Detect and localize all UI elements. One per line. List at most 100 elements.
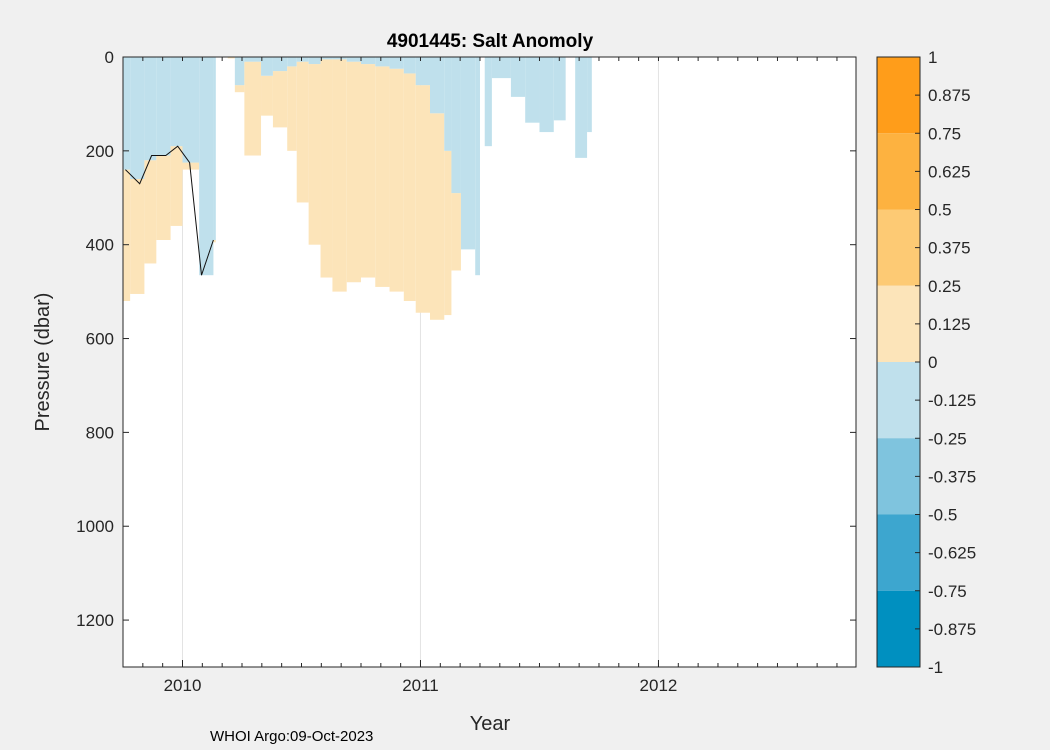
plot-area: 0 200 400 600 800 1000 1200 2010 2011 2012 bbox=[76, 48, 857, 695]
positive-anomaly-column bbox=[130, 179, 145, 294]
negative-anomaly-column bbox=[525, 57, 540, 123]
negative-anomaly-column bbox=[491, 57, 511, 79]
positive-anomaly-column bbox=[346, 61, 361, 283]
colorbar-tick-label: 0.625 bbox=[928, 162, 971, 181]
colorbar-tick-label: -0.75 bbox=[928, 582, 967, 601]
colorbar-band bbox=[877, 133, 920, 210]
negative-anomaly-column bbox=[123, 57, 131, 170]
zero-contour bbox=[125, 145, 214, 276]
negative-anomaly-column bbox=[451, 57, 461, 194]
negative-anomaly-column bbox=[156, 57, 171, 156]
y-tick-label: 1200 bbox=[76, 611, 114, 630]
negative-anomaly-column bbox=[444, 57, 452, 151]
colorbar-band bbox=[877, 438, 920, 515]
negative-anomaly-column bbox=[430, 57, 445, 114]
y-tick-label: 1000 bbox=[76, 517, 114, 536]
colorbar-band bbox=[877, 57, 920, 134]
negative-anomaly-column bbox=[244, 57, 262, 62]
colorbar-tick-label: 0.125 bbox=[928, 315, 971, 334]
negative-anomaly-column bbox=[182, 57, 200, 163]
colorbar-band bbox=[877, 362, 920, 439]
colorbar-tick-label: -0.25 bbox=[928, 429, 967, 448]
positive-anomaly-column bbox=[444, 150, 452, 316]
negative-anomaly-column bbox=[272, 57, 288, 72]
positive-anomaly-column bbox=[227, 57, 235, 59]
negative-anomaly-column bbox=[484, 57, 492, 147]
plot-background bbox=[123, 57, 856, 667]
positive-anomaly-column bbox=[182, 162, 200, 170]
colorbar-band bbox=[877, 209, 920, 286]
colorbar-tick-label: -0.125 bbox=[928, 391, 976, 410]
positive-anomaly-column bbox=[375, 66, 390, 287]
colorbar-tick-label: -0.875 bbox=[928, 620, 976, 639]
negative-anomaly-column bbox=[587, 57, 592, 133]
positive-anomaly-column bbox=[308, 64, 321, 245]
negative-anomaly-column bbox=[287, 57, 297, 67]
negative-anomaly-column bbox=[130, 57, 145, 179]
positive-anomaly-column bbox=[415, 85, 431, 313]
negative-anomaly-column bbox=[510, 57, 526, 97]
y-tick-label: 200 bbox=[86, 142, 114, 161]
positive-anomaly-column bbox=[403, 73, 416, 301]
y-tick-label: 600 bbox=[86, 330, 114, 349]
negative-anomaly-column bbox=[346, 57, 361, 62]
negative-anomaly-column bbox=[261, 57, 273, 76]
x-axis-label: Year bbox=[470, 713, 511, 735]
positive-anomaly-column bbox=[123, 169, 131, 301]
positive-anomaly-column bbox=[234, 85, 245, 93]
positive-anomaly-column bbox=[320, 59, 333, 278]
negative-anomaly-column bbox=[332, 57, 347, 60]
negative-anomaly-column bbox=[213, 57, 216, 240]
negative-anomaly-column bbox=[389, 57, 404, 69]
y-tick-label: 800 bbox=[86, 423, 114, 442]
negative-anomaly-column bbox=[460, 57, 476, 250]
negative-anomaly-column bbox=[360, 57, 376, 65]
colorbar-bands bbox=[877, 57, 920, 667]
x-axis-ticks: 2010 2011 2012 bbox=[122, 57, 838, 695]
colorbar-tick-label: 0.75 bbox=[928, 124, 961, 143]
positive-anomaly-column bbox=[287, 66, 297, 151]
negative-anomaly-column bbox=[170, 57, 183, 147]
positive-anomaly-column bbox=[144, 160, 157, 264]
x-tick-label: 2010 bbox=[164, 676, 202, 695]
y-tick-label: 400 bbox=[86, 236, 114, 255]
colorbar-band bbox=[877, 514, 920, 591]
colorbar-tick-label: 0.875 bbox=[928, 86, 971, 105]
negative-anomaly-column bbox=[308, 57, 321, 65]
negative-anomaly-column bbox=[553, 57, 566, 121]
colorbar-band bbox=[877, 590, 920, 667]
plot-frame bbox=[122, 56, 857, 668]
negative-anomaly-column bbox=[539, 57, 554, 133]
y-tick-label: 0 bbox=[105, 48, 114, 67]
positive-anomaly-column bbox=[332, 59, 347, 292]
negative-anomaly-column bbox=[320, 57, 333, 60]
negative-anomaly-column bbox=[403, 57, 416, 74]
positive-anomaly-column bbox=[156, 155, 171, 240]
positive-anomaly-column bbox=[213, 240, 216, 243]
positive-anomaly-column bbox=[296, 61, 309, 203]
negative-anomaly-column bbox=[375, 57, 390, 67]
colorbar-tick-label: -0.375 bbox=[928, 467, 976, 486]
negative-anomaly-column bbox=[234, 57, 245, 86]
negative-anomaly-column bbox=[199, 57, 214, 276]
positive-anomaly-column bbox=[360, 64, 376, 278]
negative-anomaly-column bbox=[575, 57, 588, 158]
positive-anomaly-column bbox=[430, 113, 445, 320]
colorbar-tick-label: -1 bbox=[928, 658, 943, 677]
colorbar-ticks: 1 0.875 0.75 0.625 0.5 0.375 0.25 0.125 0 -0.125 -… bbox=[915, 48, 976, 677]
colorbar-tick-label: -0.625 bbox=[928, 544, 976, 563]
positive-anomaly-column bbox=[389, 68, 404, 292]
x-tick-label: 2011 bbox=[402, 676, 439, 695]
colorbar-band bbox=[877, 285, 920, 362]
contour-lines bbox=[125, 145, 214, 276]
colorbar-tick-label: 0 bbox=[928, 353, 937, 372]
colorbar: 1 0.875 0.75 0.625 0.5 0.375 0.25 0.125 0 -0.125 -… bbox=[876, 48, 976, 677]
colorbar-tick-label: 1 bbox=[928, 48, 937, 67]
credit-text: WHOI Argo:09-Oct-2023 bbox=[210, 728, 373, 745]
negative-anomaly-column bbox=[415, 57, 431, 86]
anomaly-profiles bbox=[123, 57, 592, 320]
x-tick-label: 2012 bbox=[640, 676, 678, 695]
negative-anomaly-column bbox=[475, 57, 480, 276]
colorbar-tick-label: 0.5 bbox=[928, 201, 952, 220]
